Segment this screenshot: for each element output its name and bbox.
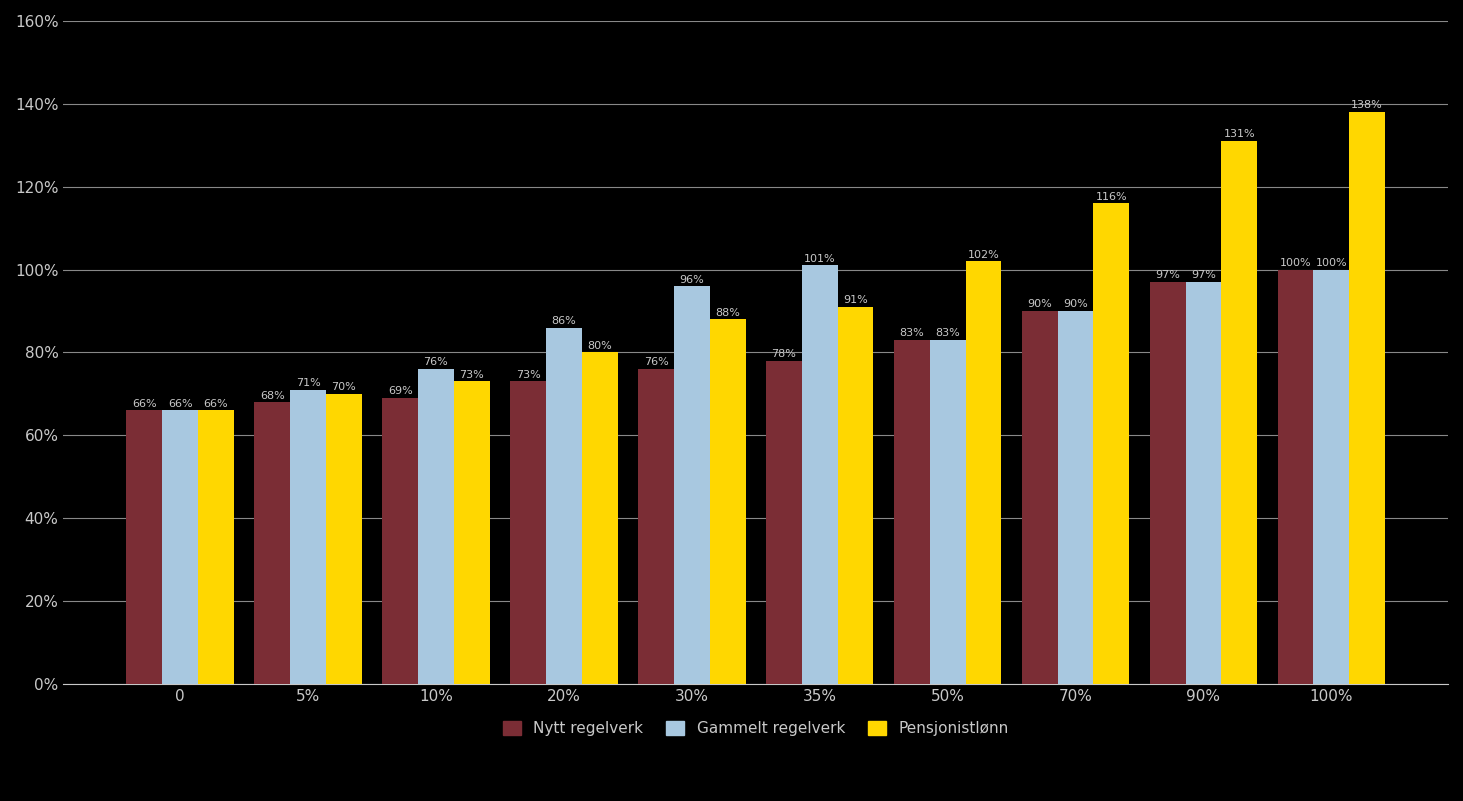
Bar	[674, 286, 710, 684]
Text: 100%: 100%	[1315, 258, 1347, 268]
Bar	[1021, 311, 1058, 684]
Bar	[1349, 112, 1385, 684]
Text: 78%: 78%	[771, 349, 796, 359]
Bar	[966, 261, 1001, 684]
Bar	[382, 398, 418, 684]
Text: 97%: 97%	[1191, 271, 1216, 280]
Bar	[802, 265, 838, 684]
Text: 102%: 102%	[967, 250, 999, 260]
Text: 97%: 97%	[1156, 271, 1181, 280]
Bar	[162, 410, 198, 684]
Bar	[290, 390, 326, 684]
Bar	[418, 369, 454, 684]
Bar	[1150, 282, 1185, 684]
Bar	[126, 410, 162, 684]
Bar	[710, 320, 746, 684]
Text: 66%: 66%	[203, 399, 228, 409]
Bar	[1185, 282, 1222, 684]
Text: 70%: 70%	[332, 382, 357, 392]
Text: 80%: 80%	[587, 340, 612, 351]
Bar	[546, 328, 582, 684]
Text: 73%: 73%	[459, 370, 484, 380]
Bar	[894, 340, 929, 684]
Bar	[326, 394, 361, 684]
Text: 90%: 90%	[1027, 300, 1052, 309]
Text: 69%: 69%	[388, 386, 413, 396]
Text: 86%: 86%	[552, 316, 576, 326]
Text: 68%: 68%	[260, 391, 285, 400]
Text: 66%: 66%	[168, 399, 193, 409]
Text: 76%: 76%	[644, 357, 669, 368]
Text: 71%: 71%	[296, 378, 320, 388]
Bar	[929, 340, 966, 684]
Bar	[582, 352, 617, 684]
Text: 83%: 83%	[900, 328, 925, 338]
Legend: Nytt regelverk, Gammelt regelverk, Pensjonistlønn: Nytt regelverk, Gammelt regelverk, Pensj…	[496, 715, 1015, 743]
Text: 66%: 66%	[132, 399, 157, 409]
Bar	[1277, 270, 1314, 684]
Bar	[511, 381, 546, 684]
Text: 76%: 76%	[424, 357, 448, 368]
Text: 73%: 73%	[515, 370, 540, 380]
Bar	[255, 402, 290, 684]
Bar	[767, 360, 802, 684]
Text: 90%: 90%	[1064, 300, 1088, 309]
Bar	[638, 369, 674, 684]
Text: 88%: 88%	[715, 308, 740, 318]
Text: 96%: 96%	[679, 275, 704, 284]
Bar	[1314, 270, 1349, 684]
Text: 83%: 83%	[935, 328, 960, 338]
Bar	[1058, 311, 1093, 684]
Text: 138%: 138%	[1352, 100, 1383, 111]
Bar	[838, 307, 873, 684]
Bar	[1093, 203, 1129, 684]
Text: 91%: 91%	[843, 296, 868, 305]
Bar	[198, 410, 234, 684]
Text: 100%: 100%	[1280, 258, 1311, 268]
Bar	[454, 381, 490, 684]
Text: 101%: 101%	[803, 254, 835, 264]
Text: 131%: 131%	[1223, 130, 1255, 139]
Bar	[1222, 141, 1257, 684]
Text: 116%: 116%	[1096, 191, 1127, 202]
